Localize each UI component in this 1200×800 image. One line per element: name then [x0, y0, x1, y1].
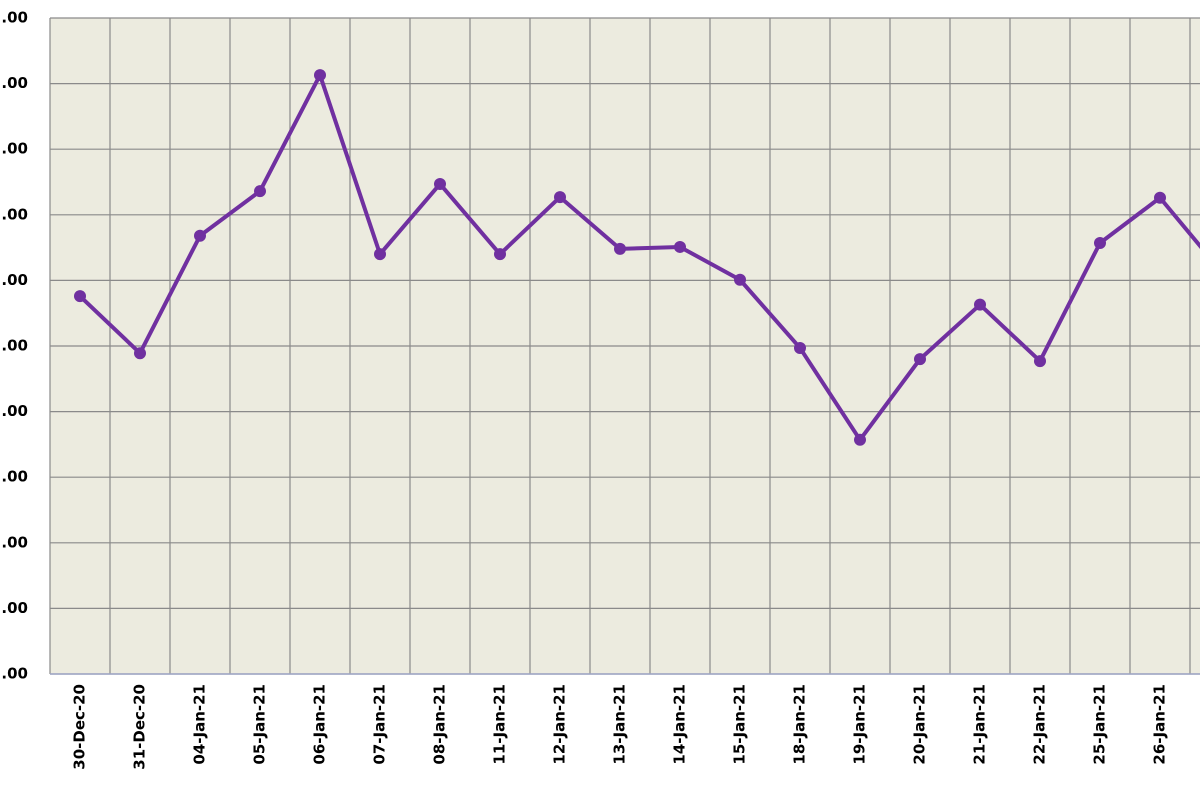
data-point	[1154, 191, 1166, 204]
y-tick-label: .00	[1, 9, 28, 27]
y-tick-label: .00	[1, 140, 28, 158]
x-tick-label: 06-Jan-21	[311, 684, 329, 765]
x-tick-label: 26-Jan-21	[1151, 684, 1169, 765]
x-tick-label: 31-Dec-20	[131, 684, 149, 770]
y-tick-label: .00	[1, 599, 28, 617]
data-point	[794, 341, 806, 354]
data-point	[614, 242, 626, 255]
data-line	[78, 73, 1200, 442]
data-point	[494, 248, 506, 261]
data-point	[554, 191, 566, 204]
data-point	[254, 185, 266, 198]
data-point	[434, 177, 446, 190]
data-point	[854, 433, 866, 446]
x-tick-label: 05-Jan-21	[251, 684, 269, 765]
x-tick-label: 08-Jan-21	[431, 684, 449, 765]
y-tick-label: .00	[1, 271, 28, 289]
x-tick-label: 13-Jan-21	[611, 684, 629, 765]
x-tick-label: 19-Jan-21	[851, 684, 869, 765]
data-point	[314, 69, 326, 82]
data-point	[194, 229, 206, 242]
y-tick-label: .00	[1, 74, 28, 92]
x-tick-label: 15-Jan-21	[731, 684, 749, 765]
data-point	[374, 248, 386, 261]
y-tick-label: .00	[1, 337, 28, 355]
y-tick-label: .00	[1, 665, 28, 683]
data-point	[134, 347, 146, 360]
data-point	[974, 298, 986, 311]
x-tick-label: 12-Jan-21	[551, 684, 569, 765]
data-point	[734, 273, 746, 286]
y-tick-label: .00	[1, 468, 28, 486]
x-tick-label: 25-Jan-21	[1091, 684, 1109, 765]
x-tick-label: 07-Jan-21	[371, 684, 389, 765]
data-point	[914, 353, 926, 366]
x-tick-label: 14-Jan-21	[671, 684, 689, 765]
data-point	[74, 290, 86, 303]
y-tick-label: .00	[1, 402, 28, 420]
x-tick-label: 11-Jan-21	[491, 684, 509, 765]
x-tick-label: 30-Dec-20	[71, 684, 89, 770]
x-tick-label: 20-Jan-21	[911, 684, 929, 765]
x-tick-label: 21-Jan-21	[971, 684, 989, 765]
x-tick-label: 22-Jan-21	[1031, 684, 1049, 765]
x-tick-label: 18-Jan-21	[791, 684, 809, 765]
y-tick-label: .00	[1, 533, 28, 551]
data-point	[674, 240, 686, 253]
data-point	[1034, 355, 1046, 368]
data-point	[1094, 237, 1106, 250]
y-tick-label: .00	[1, 205, 28, 223]
x-tick-label: 04-Jan-21	[191, 684, 209, 765]
